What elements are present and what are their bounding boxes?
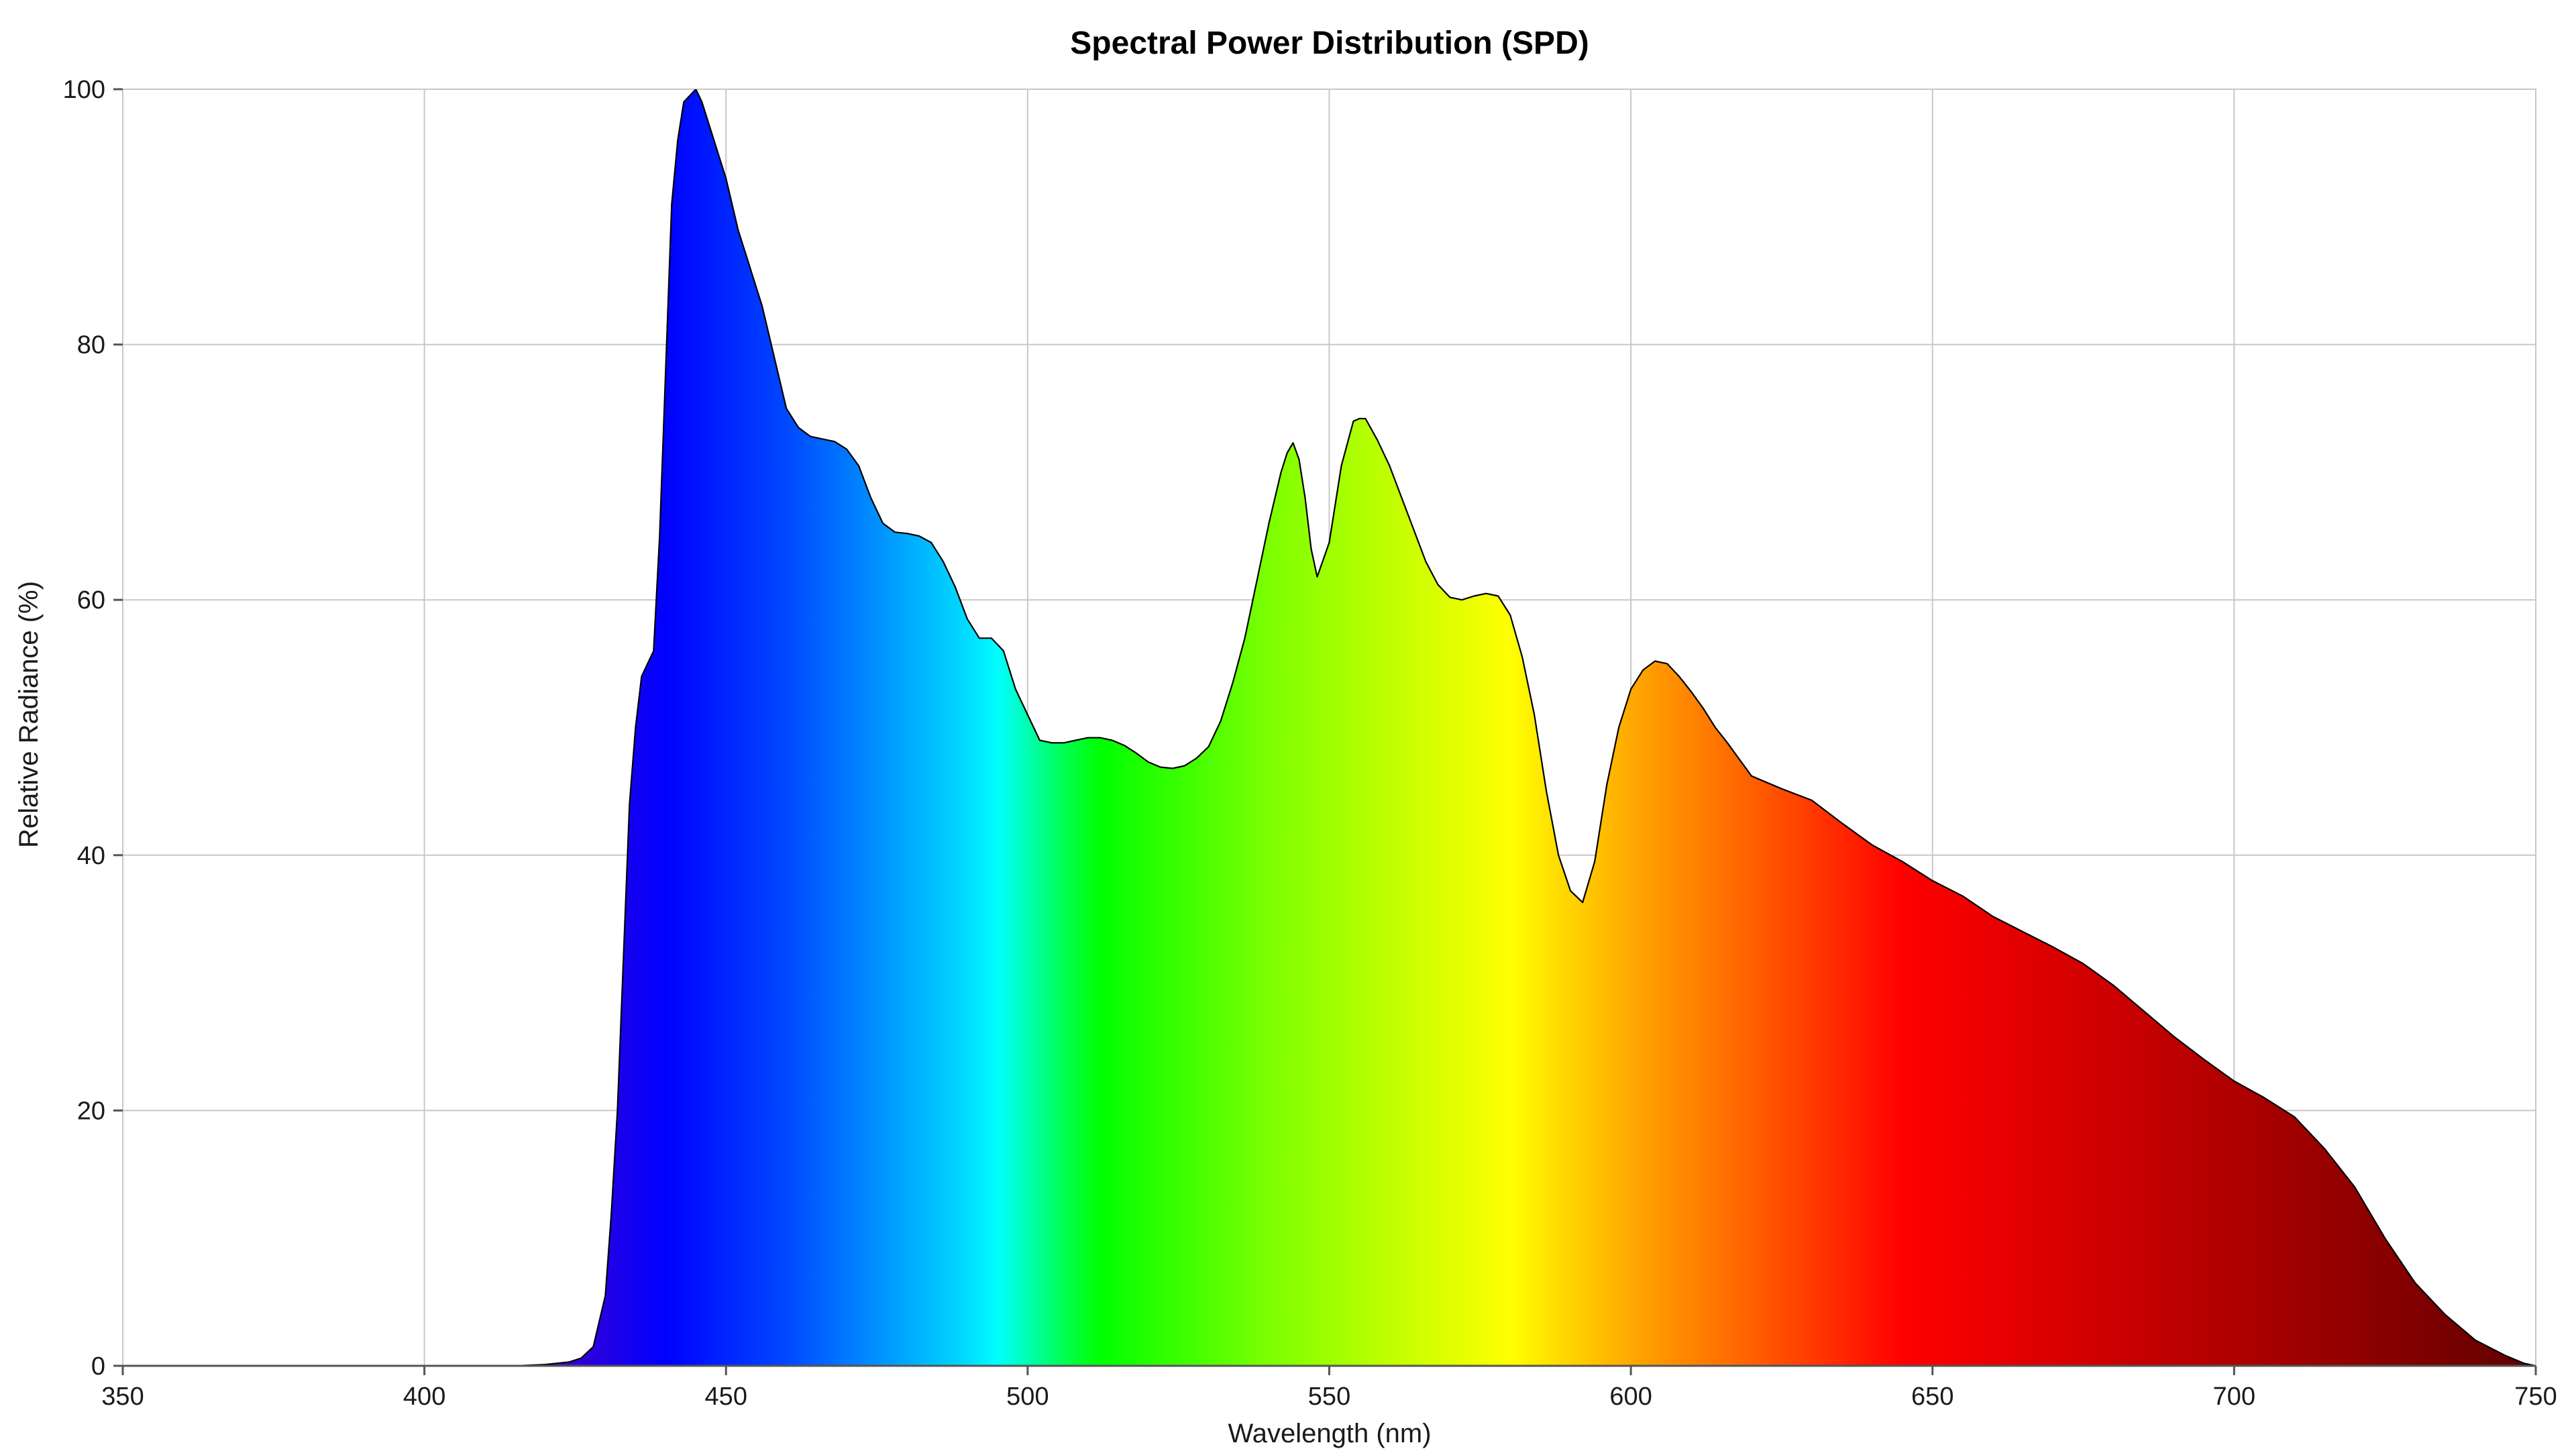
x-tick-label: 350 xyxy=(101,1383,144,1411)
chart-title: Spectral Power Distribution (SPD) xyxy=(1070,25,1589,61)
y-tick-label: 60 xyxy=(77,586,105,614)
y-axis-label: Relative Radiance (%) xyxy=(14,581,44,848)
axis-ticks: 350 400 450 500 550 600 650 700 750 0 20 40 60 80 100 xyxy=(63,76,2557,1411)
x-tick-label: 650 xyxy=(1911,1383,1953,1411)
x-tick-label: 500 xyxy=(1006,1383,1049,1411)
x-tick-label: 400 xyxy=(403,1383,445,1411)
y-tick-label: 100 xyxy=(63,76,105,104)
y-tick-label: 80 xyxy=(77,331,105,360)
x-tick-label: 450 xyxy=(705,1383,747,1411)
y-tick-label: 20 xyxy=(77,1097,105,1125)
spd-area xyxy=(123,89,2536,1366)
x-tick-label: 600 xyxy=(1609,1383,1652,1411)
x-tick-label: 750 xyxy=(2514,1383,2557,1411)
x-tick-label: 700 xyxy=(2213,1383,2255,1411)
y-tick-label: 0 xyxy=(91,1352,105,1381)
y-tick-label: 40 xyxy=(77,842,105,870)
x-tick-label: 550 xyxy=(1308,1383,1350,1411)
x-axis-label: Wavelength (nm) xyxy=(1228,1419,1431,1448)
